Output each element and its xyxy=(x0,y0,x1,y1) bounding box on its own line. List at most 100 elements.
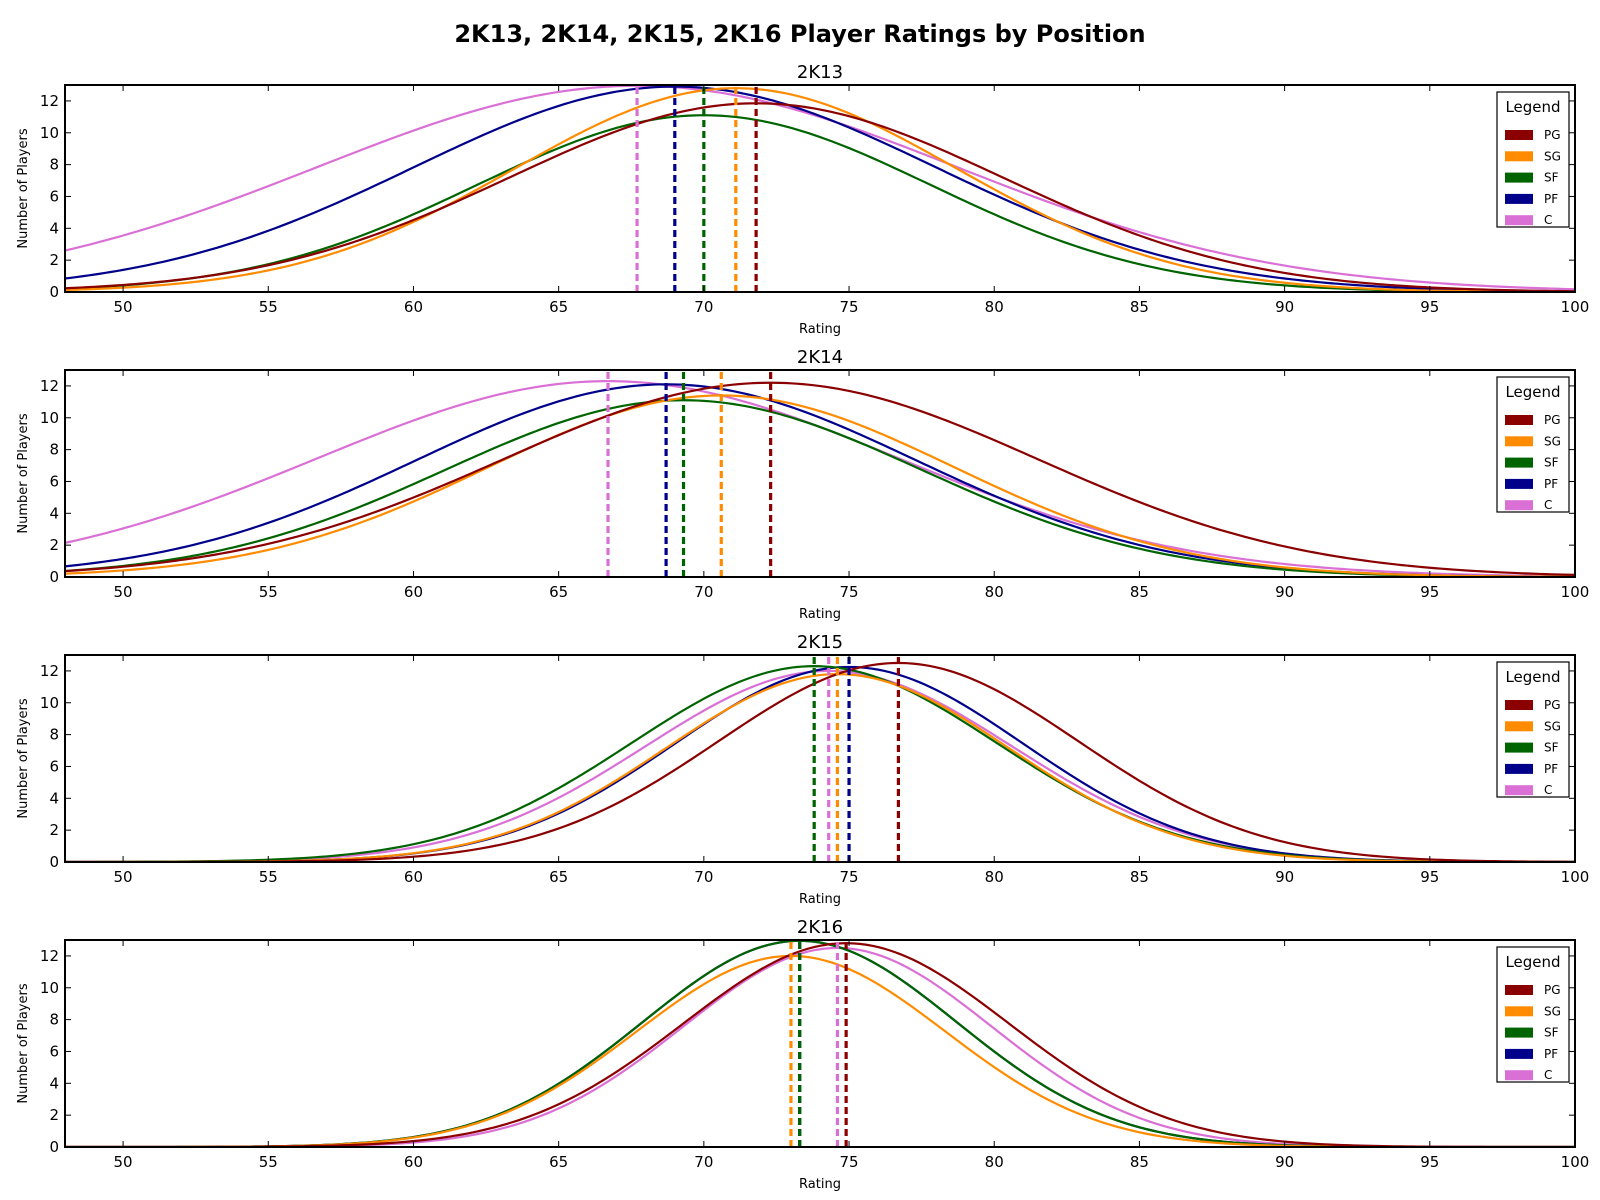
x-tick-label: 60 xyxy=(404,868,423,886)
legend-swatch-pf xyxy=(1505,193,1533,204)
legend-label-pg: PG xyxy=(1544,698,1561,712)
legend-label-pf: PF xyxy=(1544,477,1558,491)
y-tick-label: 12 xyxy=(40,662,59,680)
legend-label-pg: PG xyxy=(1544,983,1561,997)
legend-label-sf: SF xyxy=(1544,1026,1559,1040)
y-axis-label: Number of Players xyxy=(16,128,31,248)
x-tick-label: 55 xyxy=(259,583,278,601)
legend-swatch-c xyxy=(1505,785,1533,796)
x-tick-label: 65 xyxy=(549,1153,568,1171)
legend-swatch-pf xyxy=(1505,1048,1533,1059)
subplot-title: 2K16 xyxy=(797,917,843,938)
x-tick-label: 55 xyxy=(259,868,278,886)
legend-label-sg: SG xyxy=(1544,1004,1561,1018)
x-tick-label: 80 xyxy=(985,298,1004,316)
legend-swatch-sg xyxy=(1505,721,1533,732)
subplot-title: 2K14 xyxy=(797,347,843,368)
legend-swatch-pg xyxy=(1505,700,1533,710)
series-line-pg xyxy=(65,942,1575,1147)
legend-label-pg: PG xyxy=(1544,413,1561,427)
axes-frame xyxy=(64,939,1576,1148)
figure-title: 2K13, 2K14, 2K15, 2K16 Player Ratings by… xyxy=(454,20,1145,48)
legend-swatch-sf xyxy=(1505,1027,1533,1038)
legend-swatch-pf xyxy=(1505,763,1533,774)
y-axis-label: Number of Players xyxy=(16,983,31,1103)
legend-label-pf: PF xyxy=(1544,762,1558,776)
legend-swatch-sf xyxy=(1505,742,1533,753)
series-line-sf xyxy=(65,665,1575,862)
legend: Legend PG SG SF PF C xyxy=(1496,91,1570,228)
legend-swatch-c xyxy=(1505,500,1533,511)
y-tick-label: 4 xyxy=(49,789,59,807)
legend-label-c: C xyxy=(1544,1068,1552,1082)
legend-label-c: C xyxy=(1544,783,1552,797)
series-line-pf xyxy=(65,665,1575,862)
y-tick-label: 6 xyxy=(49,1042,59,1060)
curves xyxy=(65,85,1575,292)
y-tick-label: 8 xyxy=(49,441,59,459)
x-tick-label: 90 xyxy=(1275,868,1294,886)
y-tick-label: 0 xyxy=(49,1138,59,1156)
legend-swatch-c xyxy=(1505,1070,1533,1081)
x-tick-label: 50 xyxy=(114,1153,133,1171)
y-tick-label: 6 xyxy=(49,472,59,490)
legend-label-sf: SF xyxy=(1544,456,1559,470)
x-tick-label: 65 xyxy=(549,298,568,316)
x-tick-label: 90 xyxy=(1275,1153,1294,1171)
x-tick-label: 50 xyxy=(114,583,133,601)
series-line-pg xyxy=(65,381,1575,577)
y-tick-label: 10 xyxy=(40,979,59,997)
y-tick-label: 4 xyxy=(49,504,59,522)
y-tick-label: 10 xyxy=(40,694,59,712)
x-tick-label: 55 xyxy=(259,298,278,316)
legend-label-c: C xyxy=(1544,498,1552,512)
series-line-pf xyxy=(65,383,1575,577)
x-tick-label: 75 xyxy=(839,583,858,601)
series-line-sg xyxy=(65,394,1575,577)
x-tick-label: 50 xyxy=(114,298,133,316)
legend: Legend PG SG SF PF C xyxy=(1496,946,1570,1083)
legend-swatch-pg xyxy=(1505,130,1533,140)
y-tick-label: 8 xyxy=(49,726,59,744)
y-tick-label: 0 xyxy=(49,568,59,586)
x-tick-label: 85 xyxy=(1130,868,1149,886)
legend-title: Legend xyxy=(1505,383,1560,401)
series-line-sg xyxy=(65,673,1575,862)
y-tick-label: 2 xyxy=(49,821,59,839)
series-line-sg xyxy=(65,87,1575,292)
y-axis-label: Number of Players xyxy=(16,698,31,818)
legend-swatch-sg xyxy=(1505,436,1533,447)
x-axis-label: Rating xyxy=(799,892,841,907)
legend-swatch-sg xyxy=(1505,151,1533,162)
curves xyxy=(65,655,1575,862)
x-tick-label: 95 xyxy=(1420,868,1439,886)
series-line-sg xyxy=(65,954,1575,1147)
legend-label-sg: SG xyxy=(1544,149,1561,163)
x-tick-label: 75 xyxy=(839,1153,858,1171)
axes-frame xyxy=(64,84,1576,293)
legend-swatch-pg xyxy=(1505,985,1533,995)
series-line-c xyxy=(65,669,1575,862)
legend-label-c: C xyxy=(1544,213,1552,227)
x-tick-label: 65 xyxy=(549,868,568,886)
subplot-title: 2K13 xyxy=(797,62,843,83)
legend-title: Legend xyxy=(1505,953,1560,971)
y-tick-label: 2 xyxy=(49,536,59,554)
x-axis-label: Rating xyxy=(799,322,841,337)
y-tick-label: 10 xyxy=(40,124,59,142)
legend-swatch-sg xyxy=(1505,1006,1533,1017)
legend-label-pf: PF xyxy=(1544,192,1558,206)
legend-title: Legend xyxy=(1505,668,1560,686)
legend-swatch-pf xyxy=(1505,478,1533,489)
x-tick-label: 70 xyxy=(694,583,713,601)
y-tick-label: 10 xyxy=(40,409,59,427)
series-line-pg xyxy=(65,661,1575,862)
x-tick-label: 75 xyxy=(839,868,858,886)
x-tick-label: 80 xyxy=(985,583,1004,601)
x-tick-label: 65 xyxy=(549,583,568,601)
x-tick-label: 95 xyxy=(1420,298,1439,316)
y-tick-label: 6 xyxy=(49,187,59,205)
x-tick-label: 100 xyxy=(1561,583,1590,601)
